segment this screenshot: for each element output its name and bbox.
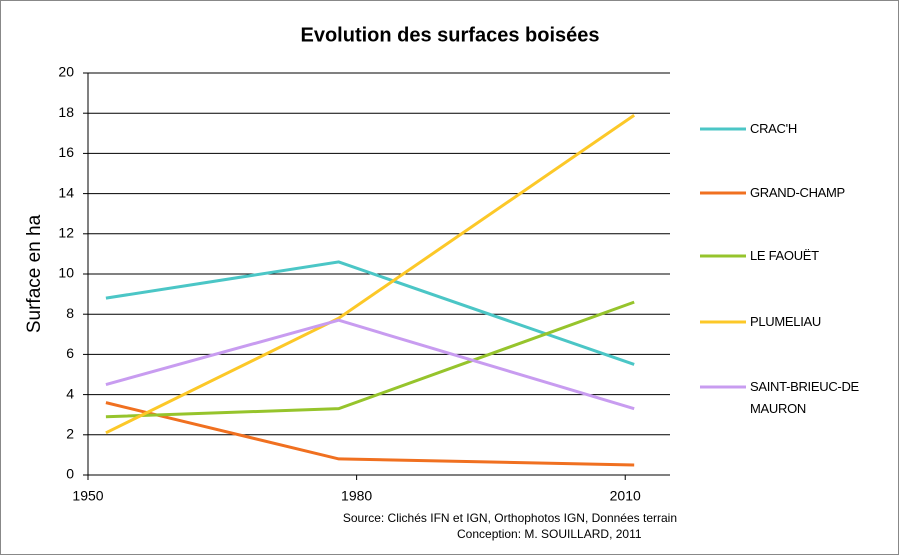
y-tick-label: 4 — [66, 385, 74, 401]
y-tick-label: 20 — [58, 64, 74, 80]
legend-label: SAINT-BRIEUC-DE MAURON — [750, 379, 859, 416]
legend-label: LE FAOUËT — [750, 248, 819, 263]
series-line — [105, 113, 636, 435]
legend-label: GRAND-CHAMP — [750, 185, 845, 200]
y-axis-label: Surface en ha — [24, 214, 45, 333]
y-tick-label: 2 — [66, 426, 74, 442]
x-tick-label: 2010 — [610, 488, 641, 504]
series-line — [105, 318, 635, 411]
y-tick-label: 10 — [58, 265, 74, 281]
y-tick-label: 16 — [58, 144, 74, 160]
y-tick-label: 8 — [66, 305, 74, 321]
y-tick-label: 18 — [58, 104, 74, 120]
legend-label: CRAC'H — [750, 121, 797, 136]
source: Source: Clichés IFN et IGN, Orthophotos … — [343, 511, 677, 525]
x-tick-label: 1950 — [72, 488, 103, 504]
series-line — [105, 260, 635, 366]
x-tick-label: 1980 — [341, 488, 372, 504]
y-tick-label: 6 — [66, 345, 74, 361]
legend-label: PLUMELIAU — [750, 314, 821, 329]
y-tick-label: 0 — [66, 466, 74, 482]
y-tick-label: 14 — [58, 184, 74, 200]
credit: Conception: M. SOUILLARD, 2011 — [457, 527, 642, 541]
chart-title: Evolution des surfaces boisées — [301, 24, 600, 46]
series-line — [105, 401, 635, 467]
y-tick-label: 12 — [58, 225, 74, 241]
series-line — [105, 300, 635, 419]
